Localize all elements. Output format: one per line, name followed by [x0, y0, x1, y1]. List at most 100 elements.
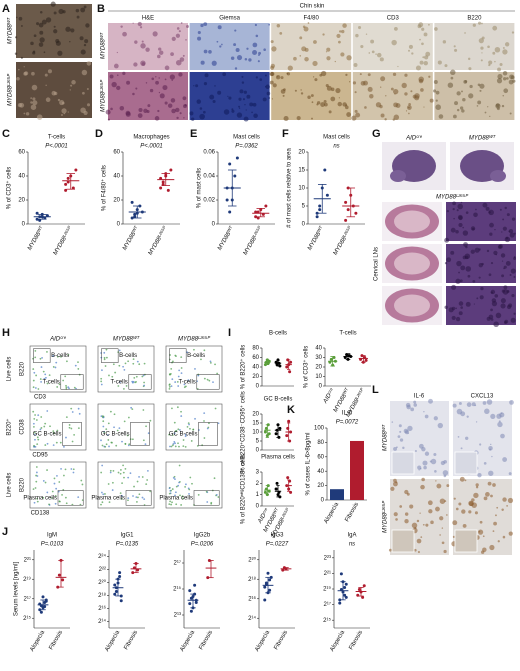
- micrograph: [271, 23, 352, 70]
- data-point: [263, 490, 267, 494]
- event: [77, 496, 80, 499]
- texture: [483, 496, 488, 501]
- event: [172, 476, 175, 479]
- y-tick-label: 40: [252, 365, 259, 371]
- texture: [80, 7, 86, 13]
- texture: [479, 295, 484, 300]
- event: [113, 426, 115, 429]
- texture: [489, 544, 495, 551]
- event: [170, 445, 173, 448]
- row-label: MYD88ᵂᵀ: [100, 32, 107, 59]
- texture: [458, 222, 463, 228]
- event: [188, 488, 191, 491]
- event: [60, 355, 62, 358]
- texture: [494, 60, 496, 63]
- event: [141, 375, 144, 378]
- texture: [20, 56, 24, 59]
- event: [118, 364, 121, 367]
- texture: [39, 37, 45, 43]
- texture: [53, 11, 57, 15]
- texture: [179, 57, 185, 62]
- texture: [277, 76, 279, 78]
- event: [51, 490, 54, 493]
- event: [32, 368, 35, 370]
- texture: [61, 108, 67, 114]
- texture: [341, 29, 345, 34]
- texture: [384, 118, 387, 121]
- event: [203, 437, 206, 439]
- y-axis-label: CD38: [20, 419, 26, 435]
- event: [124, 362, 127, 365]
- y-tick-label: 40: [18, 174, 25, 180]
- texture: [492, 25, 498, 31]
- texture: [349, 81, 351, 83]
- event: [64, 496, 67, 499]
- texture: [258, 54, 260, 57]
- texture: [199, 107, 203, 110]
- gate: [196, 374, 220, 390]
- event: [43, 425, 46, 428]
- event: [102, 493, 105, 496]
- gate-label: T-cells: [178, 379, 195, 385]
- texture: [475, 421, 478, 423]
- texture: [183, 117, 185, 119]
- texture: [375, 53, 377, 55]
- texture: [157, 109, 160, 113]
- texture: [304, 56, 309, 62]
- data-point: [357, 588, 361, 592]
- texture: [500, 433, 505, 439]
- x-tick-label: AIDᶜʳᵉ: [321, 387, 336, 406]
- event: [111, 489, 114, 491]
- texture: [509, 274, 512, 277]
- event: [217, 422, 220, 425]
- texture: [221, 43, 223, 46]
- y-tick-label: 20: [18, 198, 25, 204]
- chart-title: Mast cells: [233, 135, 260, 141]
- event: [127, 499, 129, 502]
- event: [118, 427, 121, 430]
- event: [176, 380, 179, 383]
- texture: [251, 111, 253, 114]
- event: [178, 369, 181, 372]
- x-tick-label: MYD88ᵂᵀ: [216, 225, 235, 252]
- texture: [424, 414, 429, 419]
- texture: [340, 52, 345, 57]
- panel-letter: K: [287, 404, 295, 416]
- event: [169, 500, 171, 503]
- data-point: [269, 575, 273, 579]
- texture: [365, 33, 368, 35]
- texture: [502, 457, 508, 462]
- data-point: [275, 481, 279, 485]
- texture: [477, 529, 484, 535]
- event: [121, 494, 123, 497]
- panel-letter: H: [2, 327, 10, 339]
- event: [149, 419, 152, 422]
- event: [177, 428, 180, 431]
- texture: [488, 446, 493, 451]
- texture: [404, 92, 408, 96]
- texture: [406, 404, 411, 410]
- event: [170, 385, 173, 388]
- event: [138, 476, 140, 478]
- data-point: [66, 176, 70, 180]
- event: [100, 415, 103, 418]
- texture: [385, 95, 387, 97]
- event: [100, 471, 103, 474]
- column-label: MYD88ᵂᵀ: [113, 336, 140, 343]
- data-point: [278, 495, 282, 499]
- texture: [508, 230, 511, 233]
- texture: [483, 461, 487, 465]
- data-point: [61, 578, 65, 582]
- texture: [493, 250, 498, 256]
- data-point: [41, 595, 45, 599]
- chart-title: IgG1: [120, 533, 134, 539]
- texture: [30, 41, 34, 46]
- texture: [369, 94, 374, 99]
- event: [171, 407, 173, 410]
- event: [132, 358, 135, 361]
- texture: [208, 50, 212, 54]
- texture: [437, 60, 442, 65]
- texture: [402, 446, 405, 450]
- y-tick-label: 0: [256, 384, 260, 390]
- event: [121, 440, 123, 443]
